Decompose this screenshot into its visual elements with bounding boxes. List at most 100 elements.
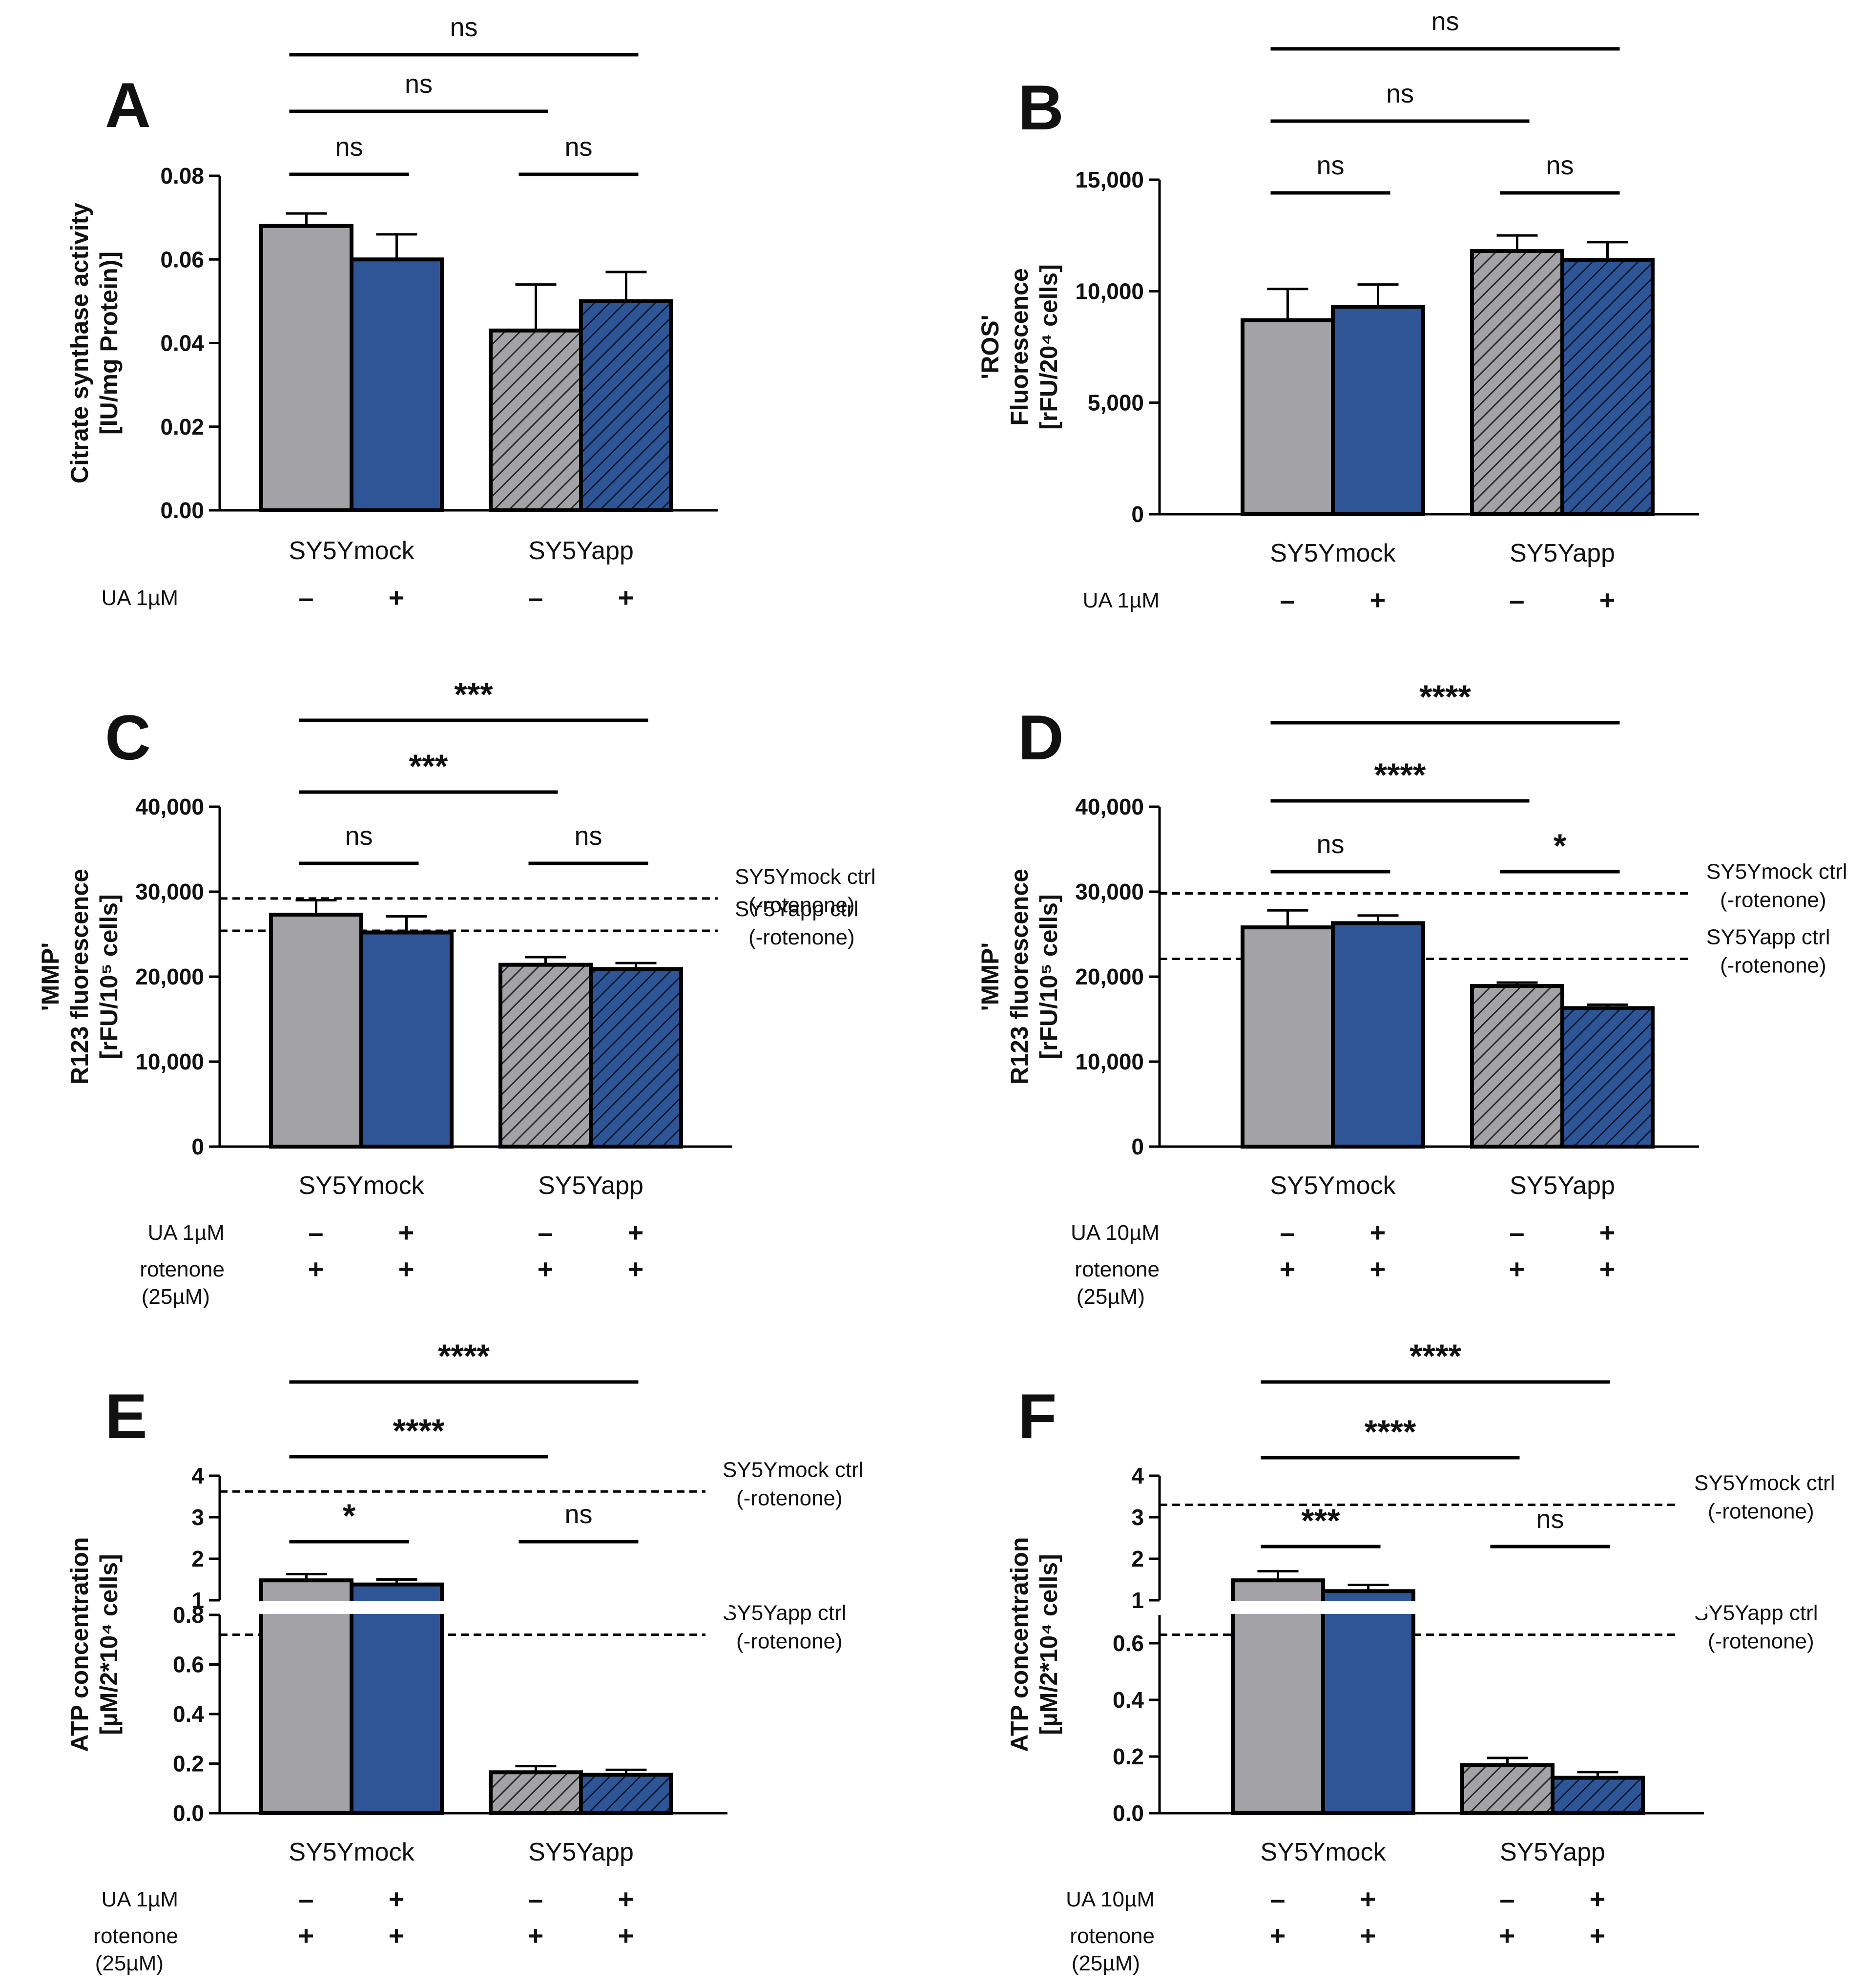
panel-c-ref-label-0: SY5Ymock ctrl — [735, 865, 876, 889]
panel-f-bar-2 — [1460, 1763, 1555, 1815]
panel-e-y-tick-label: 2 — [191, 1546, 204, 1571]
panel-e-sig-label-0: * — [343, 1497, 356, 1534]
panel-a-row-symbol: – — [528, 582, 543, 613]
panel-f-bar-0 — [1231, 1578, 1325, 1815]
panel-e-bar-2 — [489, 1770, 583, 1815]
panel-f-y-tick-label: 0.2 — [1113, 1744, 1144, 1769]
panel-a-y-tick-label: 0.00 — [160, 498, 204, 523]
panel-e-y-label-1: [µM/2*10⁴ cells] — [95, 1554, 123, 1735]
panel-b-row-label-0: UA 1µM — [1083, 588, 1160, 612]
panel-f-y-tick-label: 0.4 — [1113, 1687, 1144, 1713]
panel-e-category-label-1: SY5Yapp — [528, 1838, 634, 1866]
panel-f-y-tick-label: 4 — [1131, 1463, 1144, 1488]
panel-c-row-symbol: + — [398, 1217, 415, 1248]
panel-f-row-symbol: – — [1499, 1883, 1514, 1914]
panel-a-bar-2 — [489, 328, 583, 512]
panel-f-row-symbol: + — [1360, 1883, 1376, 1914]
panel-f-bar-3 — [1551, 1776, 1645, 1815]
panel-f-ref-sublabel-0: (-rotenone) — [1708, 1500, 1814, 1524]
panel-f-axis-break — [1161, 1601, 1706, 1614]
panel-d-sig-label-1: * — [1554, 827, 1567, 864]
panel-c-category-label-0: SY5Ymock — [298, 1172, 424, 1200]
panel-c-y-label-1: R123 fluorescence — [66, 869, 93, 1085]
panel-d-category-label-0: SY5Ymock — [1270, 1172, 1396, 1200]
panel-a-y-label-0: Citrate synthase activity — [66, 203, 93, 483]
panel-e-y-tick-label: 0.0 — [173, 1800, 204, 1826]
panel-d-bar-1 — [1331, 921, 1425, 1149]
panel-d-row-label-0: UA 10µM — [1071, 1221, 1160, 1245]
panel-b-sig-label-3: ns — [1431, 7, 1459, 36]
panel-f-row-symbol: + — [1360, 1920, 1376, 1951]
panel-e-row-symbol: + — [389, 1920, 405, 1951]
panel-f-bar-1 — [1321, 1589, 1415, 1816]
panel-c-category-label-1: SY5Yapp — [538, 1172, 643, 1200]
panel-c-ref-sublabel-0: (-rotenone) — [748, 893, 855, 917]
panel-e-bar-3 — [579, 1773, 673, 1815]
panel-d-row-symbol: + — [1280, 1254, 1296, 1284]
panel-c-row-symbol: – — [538, 1217, 553, 1248]
panel-d-ref-label-1: SY5Yapp ctrl — [1706, 925, 1830, 949]
panel-b-bar-2 — [1470, 249, 1564, 516]
panel-d-category-label-1: SY5Yapp — [1510, 1172, 1615, 1200]
panel-e-y-tick-label: 0.2 — [173, 1751, 204, 1777]
panel-b-y-tick-label: 0 — [1131, 502, 1144, 527]
panel-a-sig-label-3: ns — [450, 13, 477, 42]
panel-b-sig-label-0: ns — [1316, 151, 1344, 180]
panel-d-row-symbol: – — [1509, 1217, 1524, 1248]
panel-c-y-tick-label: 40,000 — [135, 794, 204, 819]
panel-a-y-tick-label: 0.08 — [160, 163, 204, 188]
panel-f-y-tick-label: 1 — [1131, 1588, 1144, 1613]
panel-d-y-tick-label: 0 — [1131, 1134, 1144, 1159]
panel-e-row-sublabel-1: (25µM) — [95, 1951, 164, 1975]
panel-a-row-symbol: – — [298, 582, 313, 613]
panel-e-ref-sublabel-0: (-rotenone) — [736, 1486, 843, 1510]
panel-f-row-symbol: + — [1270, 1920, 1286, 1951]
panel-c-y-label-2: [rFU/10⁵ cells] — [95, 894, 123, 1059]
panel-f-sig-label-2: **** — [1365, 1413, 1416, 1450]
panel-e-ref-label-1: SY5Yapp ctrl — [723, 1601, 847, 1625]
panel-d-bar-3 — [1560, 1006, 1655, 1149]
panel-d-sig-label-0: ns — [1316, 830, 1344, 859]
panel-a-letter: A — [105, 69, 151, 141]
panel-e-row-symbol: + — [618, 1920, 634, 1951]
panel-f-row-symbol: + — [1590, 1883, 1606, 1914]
panel-c-sig-label-3: *** — [454, 676, 493, 713]
panel-d-y-tick-label: 20,000 — [1075, 964, 1144, 989]
panel-f-row-symbol: + — [1590, 1920, 1606, 1951]
panel-c-y-tick-label: 30,000 — [135, 879, 204, 904]
panel-e-y-label-0: ATP concentration — [66, 1537, 93, 1752]
panel-c-sig-label-2: *** — [409, 748, 448, 785]
panel-e-row-symbol: – — [298, 1883, 313, 1914]
panel-a-y-label-1: [IU/mg Protein)] — [95, 251, 123, 435]
panel-e-y-tick-label: 0.6 — [173, 1652, 204, 1677]
panel-b-row-symbol: – — [1280, 585, 1295, 615]
panel-e-row-label-1: rotenone — [93, 1924, 178, 1948]
panel-c-ref-sublabel-1: (-rotenone) — [748, 925, 855, 949]
panel-f-y-label-1: [µM/2*10⁴ cells] — [1035, 1554, 1062, 1735]
panel-b-y-tick-label: 15,000 — [1075, 167, 1144, 192]
panel-f-sig-label-1: ns — [1536, 1505, 1564, 1534]
panel-c-row-label-1: rotenone — [140, 1257, 225, 1281]
panel-f-y-label-0: ATP concentration — [1006, 1537, 1033, 1752]
panel-c-bar-0 — [269, 912, 363, 1149]
panel-f-y-tick-label: 0.6 — [1113, 1631, 1144, 1656]
panel-d: D 0 10,000 20,000 30,000 40,000 SY5Ymock ctrl (… — [976, 678, 1847, 1309]
panel-e: E 1 2 3 4 0.0 0.2 0.4 0.6 0.8 SY5Ymock ctrl (-roten… — [66, 1338, 864, 1975]
panel-d-ref-sublabel-0: (-rotenone) — [1720, 888, 1826, 912]
panel-e-y-tick-label: 0.8 — [173, 1602, 204, 1628]
panel-f: F 1 2 3 4 0.0 0.2 0.4 0.6 SY5Ymock ctrl (-rotenone… — [1006, 1338, 1835, 1975]
panel-d-bar-2 — [1470, 984, 1564, 1149]
panel-b-sig-label-1: ns — [1546, 151, 1574, 180]
panel-e-row-symbol: + — [298, 1920, 314, 1951]
panel-e-row-symbol: + — [389, 1883, 405, 1914]
panel-e-category-label-0: SY5Ymock — [289, 1838, 415, 1866]
panel-e-row-symbol: – — [528, 1883, 543, 1914]
panel-b-letter: B — [1018, 72, 1064, 143]
panel-f-ref-label-0: SY5Ymock ctrl — [1694, 1471, 1835, 1495]
panel-a-bar-1 — [350, 257, 444, 512]
panel-a-bar-3 — [579, 299, 673, 512]
panel-d-row-sublabel-1: (25µM) — [1077, 1285, 1145, 1309]
panel-b-sig-label-2: ns — [1386, 79, 1414, 108]
panel-c-row-symbol: + — [308, 1254, 324, 1284]
